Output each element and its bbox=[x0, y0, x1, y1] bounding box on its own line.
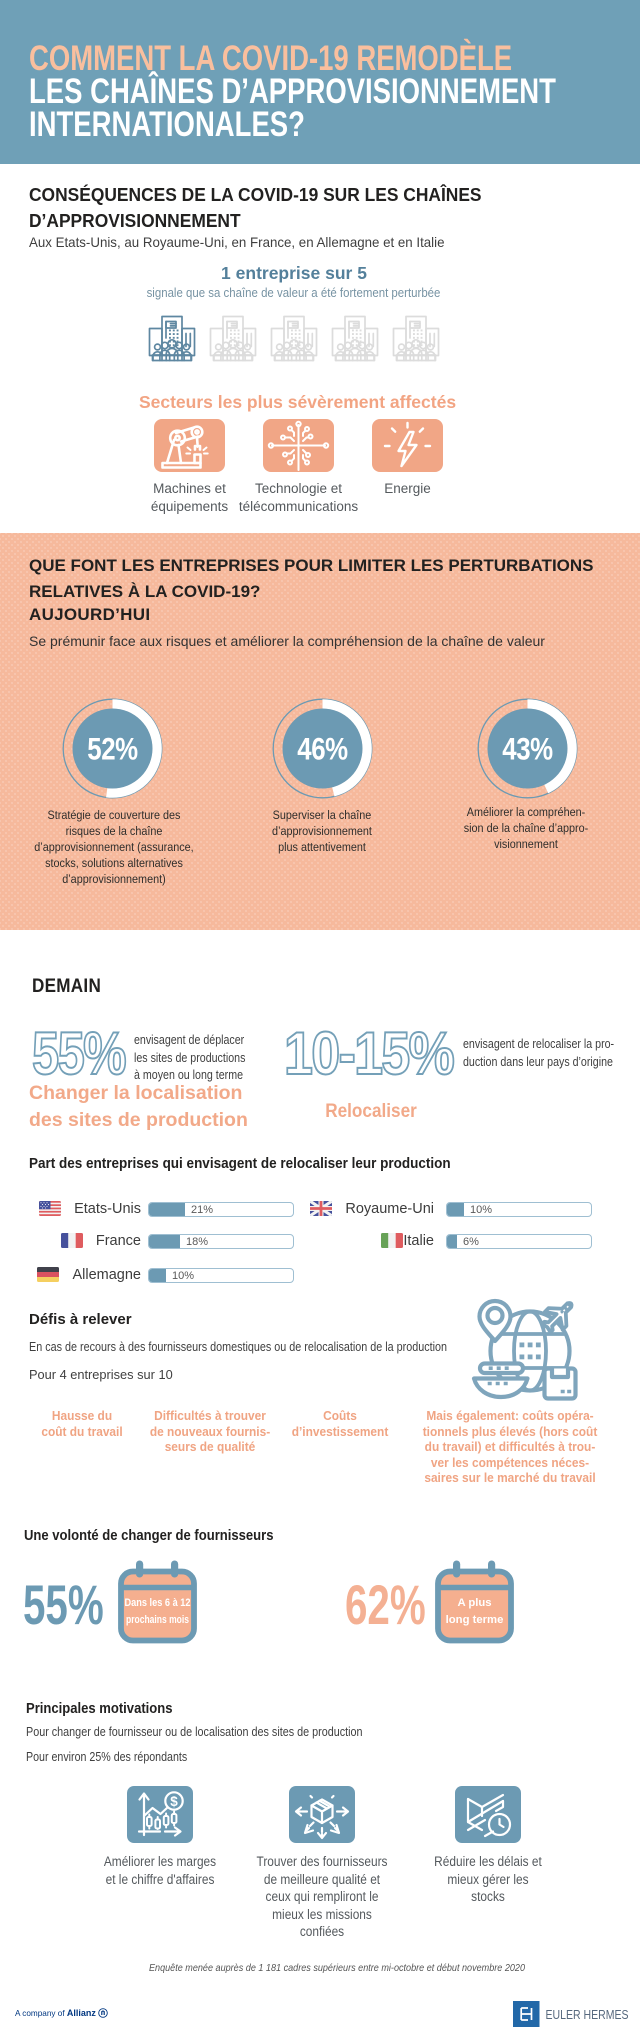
svg-text:prochains mois: prochains mois bbox=[126, 1614, 189, 1626]
svg-text:46%: 46% bbox=[297, 732, 347, 767]
svg-text:A plus: A plus bbox=[457, 1597, 491, 1609]
svg-text:43%: 43% bbox=[502, 732, 552, 767]
svg-text:Dans les 6 à 12: Dans les 6 à 12 bbox=[125, 1597, 191, 1609]
svg-text:$: $ bbox=[170, 1794, 178, 1809]
svg-text:52%: 52% bbox=[87, 732, 137, 767]
svg-text:long terme: long terme bbox=[446, 1614, 504, 1626]
svg-text:EULER HERMES: EULER HERMES bbox=[546, 2007, 629, 2022]
